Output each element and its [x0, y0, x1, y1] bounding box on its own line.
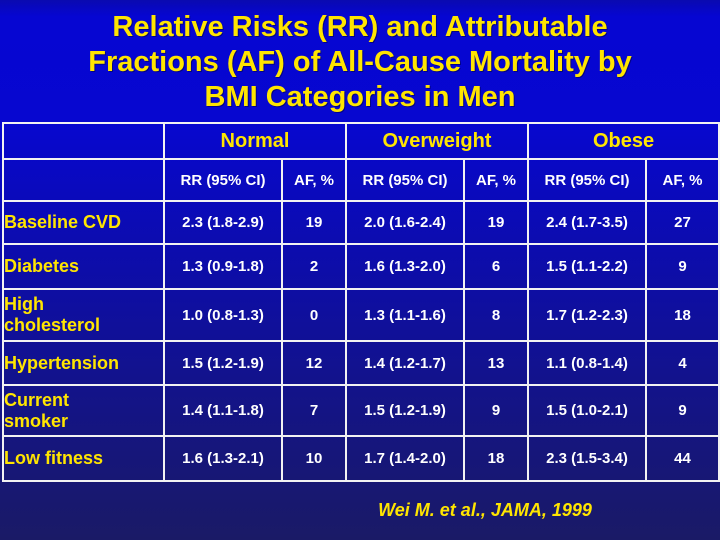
rr-value-cell: 1.3 (1.1-1.6)	[345, 288, 465, 342]
rr-value-cell: 1.0 (0.8-1.3)	[163, 288, 283, 342]
af-value-cell: 13	[462, 340, 530, 386]
af-value-cell: 44	[645, 435, 720, 482]
af-value-cell: 4	[645, 340, 720, 386]
af-value-cell: 18	[462, 435, 530, 482]
row-label: Low fitness	[2, 435, 165, 482]
af-value-cell: 18	[645, 288, 720, 342]
subheader-af-obese: AF, %	[645, 158, 720, 202]
rr-value-cell: 1.6 (1.3-2.0)	[345, 243, 465, 290]
af-value-cell: 8	[462, 288, 530, 342]
row-label: Baseline CVD	[2, 200, 165, 245]
af-value-cell: 2	[281, 243, 347, 290]
rr-value-cell: 2.0 (1.6-2.4)	[345, 200, 465, 245]
subheader-rr-obese: RR (95% CI)	[527, 158, 648, 202]
row-label: High cholesterol	[2, 288, 165, 342]
subheader-rr-normal: RR (95% CI)	[163, 158, 283, 202]
subheader-rr-overweight: RR (95% CI)	[345, 158, 465, 202]
af-value-cell: 19	[281, 200, 347, 245]
rr-value-cell: 1.4 (1.1-1.8)	[163, 384, 283, 437]
group-header-obese: Obese	[527, 122, 720, 160]
af-value-cell: 9	[645, 243, 720, 290]
table-row-low-fitness: Low fitness 1.6 (1.3-2.1) 10 1.7 (1.4-2.…	[2, 435, 720, 482]
rr-value-cell: 2.3 (1.8-2.9)	[163, 200, 283, 245]
rr-value-cell: 1.5 (1.2-1.9)	[163, 340, 283, 386]
table-row-baseline-cvd: Baseline CVD 2.3 (1.8-2.9) 19 2.0 (1.6-2…	[2, 200, 720, 245]
table-row-diabetes: Diabetes 1.3 (0.9-1.8) 2 1.6 (1.3-2.0) 6…	[2, 243, 720, 290]
rr-value-cell: 1.3 (0.9-1.8)	[163, 243, 283, 290]
rr-value-cell: 2.4 (1.7-3.5)	[527, 200, 648, 245]
af-value-cell: 27	[645, 200, 720, 245]
corner-cell	[2, 158, 165, 202]
row-label: Diabetes	[2, 243, 165, 290]
af-value-cell: 0	[281, 288, 347, 342]
table-row-hypertension: Hypertension 1.5 (1.2-1.9) 12 1.4 (1.2-1…	[2, 340, 720, 386]
rr-value-cell: 1.1 (0.8-1.4)	[527, 340, 648, 386]
subheader-row: RR (95% CI) AF, % RR (95% CI) AF, % RR (…	[2, 158, 720, 202]
citation: Wei M. et al., JAMA, 1999	[378, 500, 592, 520]
af-value-cell: 9	[462, 384, 530, 437]
rr-value-cell: 1.4 (1.2-1.7)	[345, 340, 465, 386]
slide-title: Relative Risks (RR) and Attributable Fra…	[88, 11, 632, 113]
group-header-normal: Normal	[163, 122, 347, 160]
af-value-cell: 9	[645, 384, 720, 437]
af-value-cell: 10	[281, 435, 347, 482]
table-row-high-cholesterol: High cholesterol 1.0 (0.8-1.3) 0 1.3 (1.…	[2, 288, 720, 342]
group-header-overweight: Overweight	[344, 122, 530, 160]
rr-value-cell: 1.7 (1.2-2.3)	[527, 288, 648, 342]
rr-value-cell: 1.6 (1.3-2.1)	[163, 435, 283, 482]
rr-value-cell: 1.7 (1.4-2.0)	[345, 435, 465, 482]
row-label: Current smoker	[2, 384, 165, 437]
corner-cell	[2, 122, 165, 160]
rr-value-cell: 1.5 (1.1-2.2)	[527, 243, 648, 290]
af-value-cell: 12	[281, 340, 347, 386]
subheader-af-normal: AF, %	[281, 158, 347, 202]
group-header-row: Normal Overweight Obese	[2, 122, 720, 160]
af-value-cell: 6	[462, 243, 530, 290]
rr-value-cell: 1.5 (1.2-1.9)	[345, 384, 465, 437]
rr-value-cell: 2.3 (1.5-3.4)	[527, 435, 648, 482]
mortality-table: Normal Overweight Obese RR (95% CI) AF, …	[2, 122, 720, 482]
rr-value-cell: 1.5 (1.0-2.1)	[527, 384, 648, 437]
subheader-af-overweight: AF, %	[462, 158, 530, 202]
af-value-cell: 19	[462, 200, 530, 245]
af-value-cell: 7	[281, 384, 347, 437]
row-label: Hypertension	[2, 340, 165, 386]
table-row-current-smoker: Current smoker 1.4 (1.1-1.8) 7 1.5 (1.2-…	[2, 384, 720, 437]
